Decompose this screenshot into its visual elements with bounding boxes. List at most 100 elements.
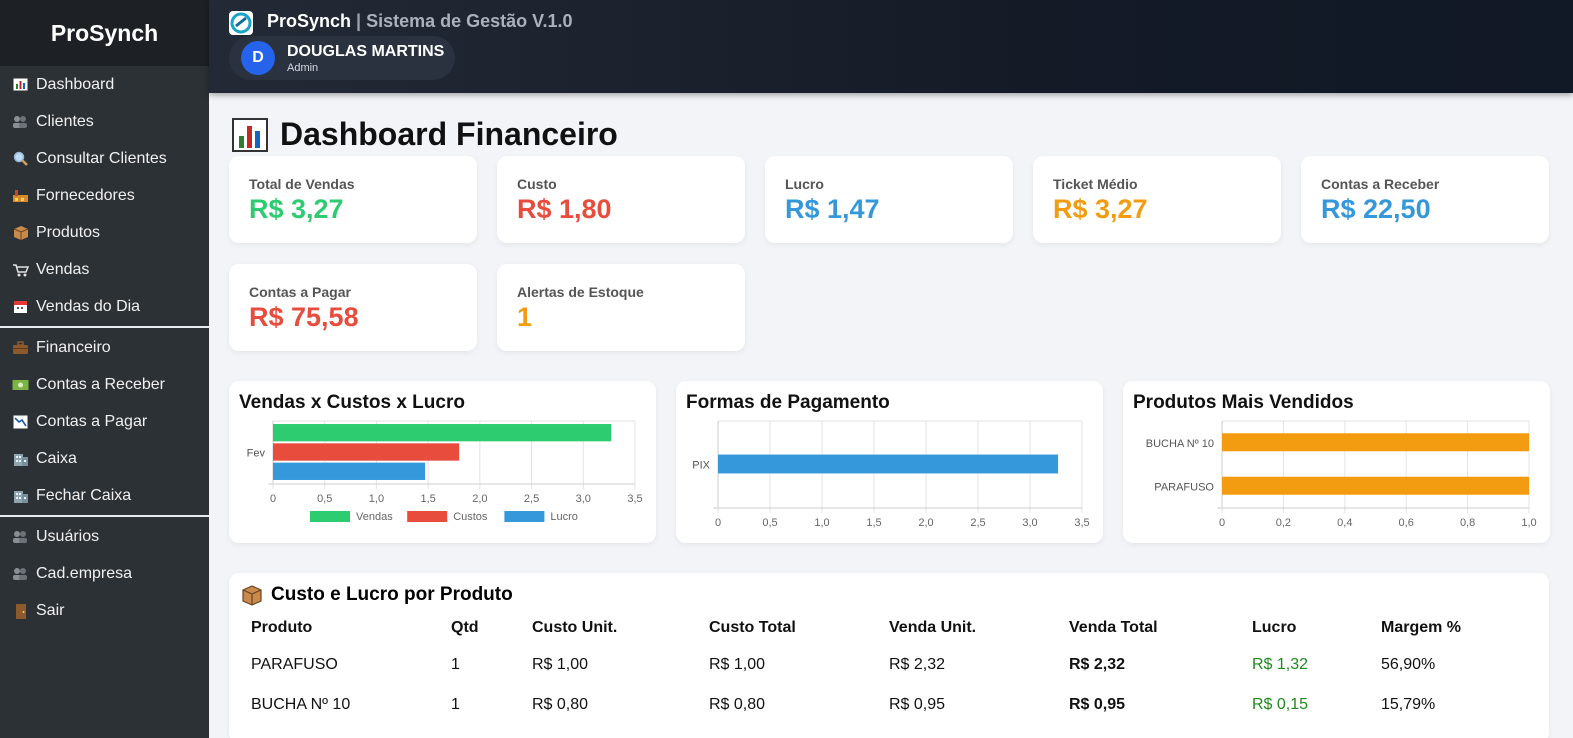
sidebar-brand: ProSynch <box>0 0 209 66</box>
sidebar-item-usuarios[interactable]: Usuários <box>0 518 209 555</box>
bar <box>273 443 460 461</box>
column-header: Venda Total <box>1069 619 1158 636</box>
sidebar-item-cad-empresa[interactable]: Cad.empresa <box>0 555 209 592</box>
sidebar: ProSynch Dashboard Clientes Consultar Clie… <box>0 0 209 738</box>
user-chip[interactable]: D DOUGLAS MARTINS Admin <box>229 36 455 80</box>
category-label: PIX <box>692 460 710 472</box>
sidebar-item-label: Produtos <box>36 223 101 241</box>
sidebar-item-dashboard[interactable]: Dashboard <box>0 66 209 103</box>
tick-label: 0,2 <box>1276 517 1291 529</box>
tick-label: 3,0 <box>576 493 591 505</box>
calendar-icon <box>12 300 29 314</box>
table-cell: R$ 2,32 <box>889 656 946 673</box>
sidebar-item-vendas[interactable]: Vendas <box>0 251 209 288</box>
kpi-label: Lucro <box>785 176 824 192</box>
tick-label: 0 <box>715 517 721 529</box>
kpi-label: Contas a Receber <box>1321 176 1440 192</box>
sidebar-item-label: Fornecedores <box>36 186 135 204</box>
sidebar-item-vendas-do-dia[interactable]: Vendas do Dia <box>0 288 209 325</box>
factory-icon <box>12 189 29 203</box>
table-cell: R$ 1,00 <box>709 656 766 673</box>
app-name: ProSynch <box>267 11 352 31</box>
tick-label: 0 <box>270 493 276 505</box>
sidebar-item-label: Caixa <box>36 449 77 467</box>
sidebar-item-contas-a-pagar[interactable]: Contas a Pagar <box>0 403 209 440</box>
table-cell: PARAFUSO <box>251 656 338 673</box>
kpi-label: Alertas de Estoque <box>517 284 644 300</box>
sidebar-item-label: Cad.empresa <box>36 564 133 582</box>
tick-label: 1,0 <box>814 517 829 529</box>
cart-icon <box>12 263 29 277</box>
bar <box>1222 476 1529 495</box>
sidebar-item-sair[interactable]: Sair <box>0 592 209 629</box>
table-cell: BUCHA Nº 10 <box>251 696 351 713</box>
kpi-card: Alertas de Estoque 1 <box>497 264 745 351</box>
kpi-card: Ticket Médio R$ 3,27 <box>1033 156 1281 243</box>
user-name: DOUGLAS MARTINS <box>287 42 445 60</box>
avatar: D <box>241 41 275 75</box>
chart-down-icon <box>12 415 29 429</box>
app-title: ProSynch | Sistema de Gestão V.1.0 <box>267 11 573 32</box>
title-separator: | <box>351 11 367 31</box>
building-icon <box>12 452 29 466</box>
tick-label: 2,0 <box>472 493 487 505</box>
table-title-text: Custo e Lucro por Produto <box>271 584 513 605</box>
sidebar-item-label: Financeiro <box>36 338 111 356</box>
tick-label: 3,0 <box>1022 517 1037 529</box>
page-title-text: Dashboard Financeiro <box>280 116 618 152</box>
kpi-label: Total de Vendas <box>249 176 355 192</box>
sidebar-item-caixa[interactable]: Caixa <box>0 440 209 477</box>
kpi-card: Contas a Pagar R$ 75,58 <box>229 264 477 351</box>
people-icon <box>12 567 29 581</box>
chart-title: Produtos Mais Vendidos <box>1133 392 1354 413</box>
app-logo-icon <box>229 11 253 35</box>
table-header-row: Produto Qtd Custo Unit. Custo Total Venda Un… <box>241 611 1491 645</box>
kpi-label: Contas a Pagar <box>249 284 351 300</box>
sidebar-item-financeiro[interactable]: Financeiro <box>0 329 209 366</box>
legend-label: Custos <box>453 511 488 523</box>
tick-label: 1,5 <box>866 517 881 529</box>
top-header: ProSynch | Sistema de Gestão V.1.0 D DOU… <box>209 0 1573 93</box>
kpi-card: Custo R$ 1,80 <box>497 156 745 243</box>
sidebar-item-contas-a-receber[interactable]: Contas a Receber <box>0 366 209 403</box>
column-header: Margem % <box>1381 619 1462 636</box>
search-icon <box>12 151 29 166</box>
app-subtitle: Sistema de Gestão V.1.0 <box>366 11 573 31</box>
table-cell: R$ 0,80 <box>709 696 766 713</box>
table-cell: 15,79% <box>1381 696 1436 713</box>
sidebar-item-clientes[interactable]: Clientes <box>0 103 209 140</box>
sidebar-item-label: Vendas <box>36 260 90 278</box>
kpi-value: R$ 22,50 <box>1321 194 1431 224</box>
door-icon <box>12 603 29 619</box>
kpi-value: R$ 1,80 <box>517 194 612 224</box>
sidebar-item-produtos[interactable]: Produtos <box>0 214 209 251</box>
product-profit-table: Produto Qtd Custo Unit. Custo Total Venda Un… <box>241 611 1491 725</box>
sidebar-item-fornecedores[interactable]: Fornecedores <box>0 177 209 214</box>
table-title: Custo e Lucro por Produto <box>241 584 513 606</box>
table-cell: R$ 0,15 <box>1252 696 1309 713</box>
tick-label: 1,0 <box>369 493 384 505</box>
tick-label: 0,5 <box>762 517 777 529</box>
chart-title: Vendas x Custos x Lucro <box>239 392 465 413</box>
tick-label: 0,5 <box>317 493 332 505</box>
column-header: Venda Unit. <box>889 619 977 636</box>
column-header: Lucro <box>1252 619 1297 636</box>
legend-swatch <box>310 511 350 522</box>
legend-swatch <box>504 511 545 522</box>
kpi-value: R$ 75,58 <box>249 302 359 332</box>
building-icon <box>12 489 29 503</box>
sidebar-item-label: Contas a Receber <box>36 375 165 393</box>
table-cell: R$ 0,95 <box>889 696 946 713</box>
sidebar-item-consultar-clientes[interactable]: Consultar Clientes <box>0 140 209 177</box>
kpi-value: R$ 1,47 <box>785 194 880 224</box>
table-row: PARAFUSO 1 R$ 1,00 R$ 1,00 R$ 2,32 R$ 2,32 R$ … <box>241 645 1491 685</box>
tick-label: 3,5 <box>1074 517 1089 529</box>
tick-label: 2,5 <box>970 517 985 529</box>
legend-label: Vendas <box>356 511 393 523</box>
sidebar-item-fechar-caixa[interactable]: Fechar Caixa <box>0 477 209 514</box>
bar <box>718 454 1059 474</box>
people-icon <box>12 115 29 129</box>
box-icon <box>12 226 29 240</box>
tick-label: 2,0 <box>918 517 933 529</box>
category-label: PARAFUSO <box>1154 481 1214 493</box>
